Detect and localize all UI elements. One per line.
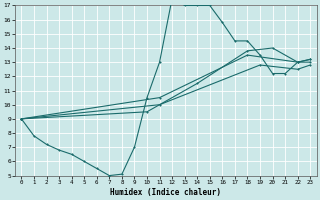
X-axis label: Humidex (Indice chaleur): Humidex (Indice chaleur) bbox=[110, 188, 221, 197]
